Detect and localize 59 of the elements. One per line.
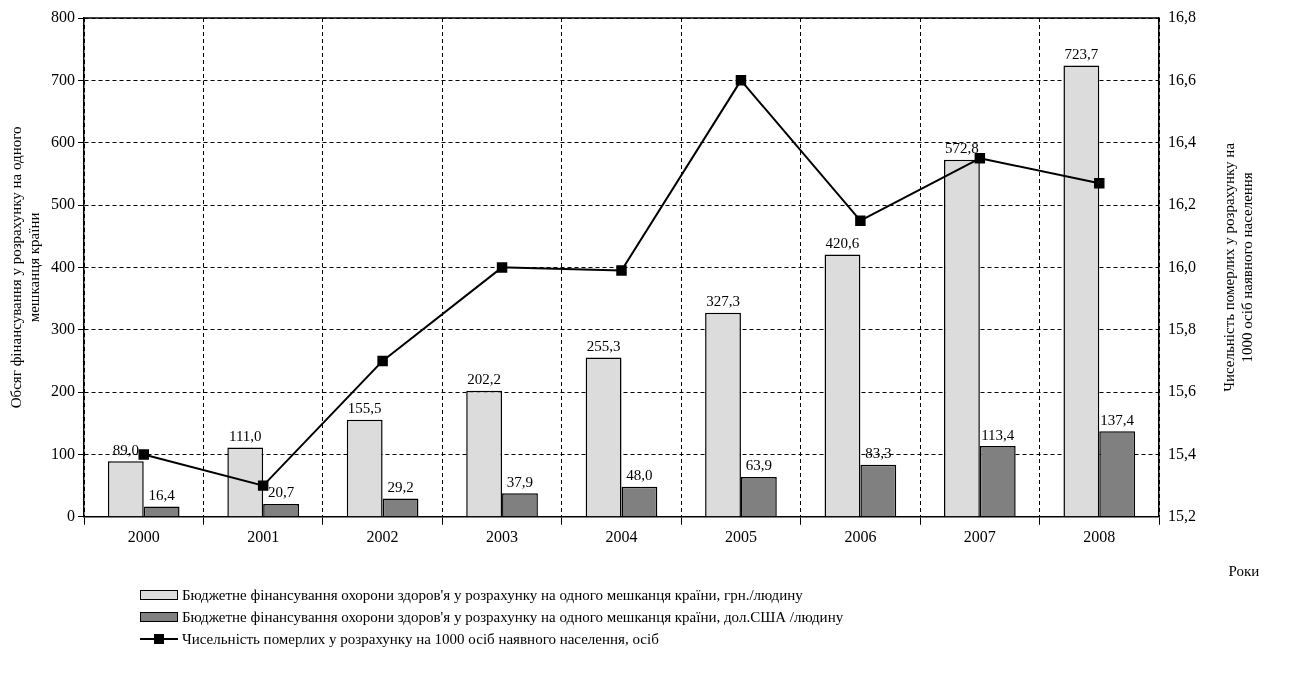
point [974, 153, 986, 164]
data-label: 572,8 [945, 140, 979, 157]
data-label: 63,9 [745, 457, 772, 474]
y-tick-label: 700 [51, 70, 75, 88]
y-tick-label: 500 [51, 195, 75, 213]
x-tick-label: 2002 [366, 527, 399, 545]
point [1094, 177, 1105, 189]
y-tick-label: 600 [51, 132, 75, 150]
y-axis-title: Обсяг фінансування у розрахунку на одного мешканця країни [7, 126, 42, 409]
x-tick-label: 2008 [1083, 527, 1116, 545]
data-label: 16,4 [148, 487, 176, 504]
data-label: 420,6 [825, 234, 860, 251]
y2-axis-title: Чисельність померлих у розрахунку на 1000 осіб наявного населення [1220, 142, 1255, 392]
data-label: 83,3 [865, 445, 892, 462]
y-tick-label: 800 [51, 8, 75, 26]
y2-tick-label: 15,4 [1168, 444, 1196, 462]
point [138, 449, 149, 460]
x-tick-label: 2005 [724, 527, 757, 545]
y2-tick-label: 16,2 [1168, 195, 1196, 213]
data-label: 155,5 [347, 400, 382, 417]
legend-label: Бюджетне фінансування охорони здоров'я у розрахунку на одного мешканця країни, дол.США /людину [182, 608, 844, 626]
data-label: 48,0 [626, 467, 653, 484]
x-tick-label: 2003 [486, 527, 519, 545]
y-tick-label: 200 [51, 382, 75, 400]
x-tick-label: 2004 [605, 527, 638, 545]
data-label: 327,3 [706, 293, 740, 310]
point [735, 75, 747, 86]
y2-tick-label: 15,2 [1168, 507, 1196, 524]
data-label: 255,3 [586, 338, 621, 355]
y2-tick-label: 16,8 [1168, 8, 1196, 26]
x-tick-label: 2001 [247, 527, 280, 545]
x-axis-title: Роки [1228, 562, 1260, 579]
legend-label: Бюджетне фінансування охорони здоров'я у розрахунку на одного мешканця країни, грн./людину [182, 586, 803, 604]
data-label: 202,2 [467, 371, 502, 388]
data-label: 113,4 [981, 426, 1015, 443]
data-label: 29,2 [387, 479, 414, 496]
point [616, 265, 627, 276]
x-tick-label: 2006 [844, 527, 877, 545]
x-tick-label: 2000 [127, 527, 160, 545]
y2-tick-label: 15,8 [1168, 319, 1196, 337]
data-label: 111,0 [228, 428, 262, 445]
data-label: 20,7 [267, 484, 295, 501]
y-tick-label: 0 [67, 507, 75, 524]
y2-tick-label: 16,4 [1168, 132, 1196, 150]
y-tick-label: 300 [51, 319, 75, 337]
x-tick-label: 2007 [963, 527, 996, 545]
legend-label: Чисельність померлих у розрахунку на 1000 осіб наявного населення, осіб [182, 630, 659, 648]
point [496, 262, 508, 273]
y2-tick-label: 15,6 [1168, 382, 1196, 400]
y-tick-label: 100 [51, 444, 75, 462]
data-label: 723,7 [1064, 46, 1099, 63]
data-label: 37,9 [506, 473, 534, 490]
data-label: 137,4 [1100, 411, 1135, 428]
point [855, 215, 866, 226]
point [377, 355, 388, 367]
y2-tick-label: 16,0 [1168, 257, 1196, 275]
point [257, 480, 269, 491]
y2-tick-label: 16,6 [1168, 70, 1196, 88]
y-tick-label: 400 [51, 257, 75, 275]
